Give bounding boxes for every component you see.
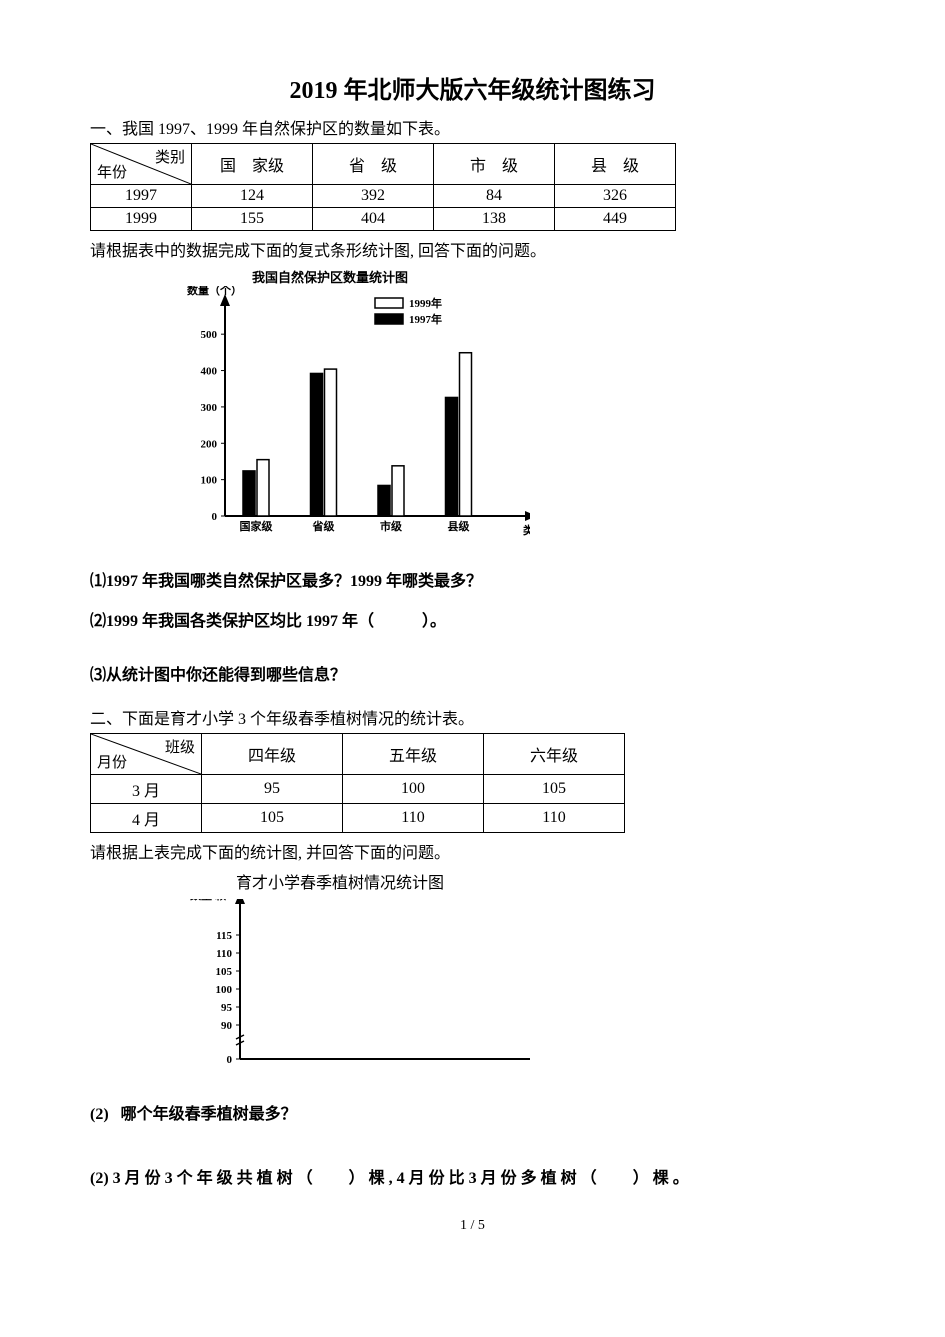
row-header: 1997 xyxy=(91,185,192,208)
cell: 404 xyxy=(313,208,434,231)
row-header: 4 月 xyxy=(91,804,202,833)
svg-text:1999年: 1999年 xyxy=(409,296,442,310)
q1-2-pre: ⑵1999 年我国各类保护区均比 1997 年（ xyxy=(90,613,374,630)
page: 2019 年北师大版六年级统计图练习 一、我国 1997、1999 年自然保护区… xyxy=(0,0,945,1274)
svg-text:115: 115 xyxy=(216,930,232,942)
section1-heading: 一、我国 1997、1999 年自然保护区的数量如下表。 xyxy=(90,115,855,139)
q2-1-num: (2) xyxy=(90,1106,109,1123)
cell: 105 xyxy=(202,804,343,833)
section2-instruction: 请根据上表完成下面的统计图, 并回答下面的问题。 xyxy=(90,839,855,863)
q2-1: (2) 哪个年级春季植树最多？ xyxy=(90,1100,855,1124)
section2-heading: 二、下面是育才小学 3 个年级春季植树情况的统计表。 xyxy=(90,705,855,729)
svg-text:类别: 类别 xyxy=(523,523,530,537)
q1-1: ⑴1997 年我国哪类自然保护区最多？1999 年哪类最多？ xyxy=(90,567,855,591)
cell: 110 xyxy=(343,804,484,833)
svg-text:县级: 县级 xyxy=(448,519,471,533)
q2-2-pre: (2) 3 月 份 3 个 年 级 共 植 树 （ xyxy=(90,1170,313,1187)
row-header: 3 月 xyxy=(91,775,202,804)
svg-text:数量（个）: 数量（个） xyxy=(187,286,242,297)
svg-text:110: 110 xyxy=(216,948,232,960)
col-header: 省 级 xyxy=(313,144,434,185)
svg-text:200: 200 xyxy=(201,438,218,450)
q2-2-post: ） 棵 。 xyxy=(633,1170,689,1187)
cell: 449 xyxy=(555,208,676,231)
chart1: 我国自然保护区数量统计图 0100200300400500数量（个）类别1999… xyxy=(170,267,855,551)
cell: 392 xyxy=(313,185,434,208)
table-corner: 类别年份 xyxy=(91,144,192,185)
q1-2-post: ）。 xyxy=(422,613,446,630)
q2-2: (2) 3 月 份 3 个 年 级 共 植 树 （ ） 棵 , 4 月 份 比 … xyxy=(90,1164,855,1188)
col-header: 五年级 xyxy=(343,734,484,775)
table2: 班级月份四年级五年级六年级3 月951001054 月105110110 xyxy=(90,733,625,833)
svg-text:100: 100 xyxy=(216,984,233,996)
svg-text:105: 105 xyxy=(216,966,233,978)
q2-1-text: 哪个年级春季植树最多？ xyxy=(121,1106,297,1123)
svg-text:400: 400 xyxy=(201,366,218,378)
cell: 326 xyxy=(555,185,676,208)
svg-text:90: 90 xyxy=(221,1020,233,1032)
svg-text:500: 500 xyxy=(201,329,218,341)
svg-text:0: 0 xyxy=(212,511,218,523)
section1-instruction: 请根据表中的数据完成下面的复式条形统计图, 回答下面的问题。 xyxy=(90,237,855,261)
cell: 105 xyxy=(484,775,625,804)
col-header: 国 家级 xyxy=(192,144,313,185)
q2-2-mid: ） 棵 , 4 月 份 比 3 月 份 多 植 树 （ xyxy=(349,1170,597,1187)
cell: 100 xyxy=(343,775,484,804)
q1-2: ⑵1999 年我国各类保护区均比 1997 年（ ）。 xyxy=(90,607,855,631)
col-header: 市 级 xyxy=(434,144,555,185)
svg-text:0: 0 xyxy=(227,1054,233,1066)
svg-text:1997年: 1997年 xyxy=(409,312,442,326)
row-header: 1999 xyxy=(91,208,192,231)
chart2-svg: 数量/颗年级09095100105110115 xyxy=(170,899,530,1079)
svg-text:300: 300 xyxy=(201,402,218,414)
q1-3: ⑶从统计图中你还能得到哪些信息？ xyxy=(90,661,855,685)
page-footer: 1 / 5 xyxy=(90,1218,855,1234)
chart2-title: 育才小学春季植树情况统计图 xyxy=(90,869,590,893)
chart2: 数量/颗年级09095100105110115 xyxy=(170,899,855,1084)
table1: 类别年份国 家级省 级市 级县 级19971243928432619991554… xyxy=(90,143,676,231)
col-header: 六年级 xyxy=(484,734,625,775)
page-title: 2019 年北师大版六年级统计图练习 xyxy=(90,70,855,105)
cell: 124 xyxy=(192,185,313,208)
cell: 95 xyxy=(202,775,343,804)
svg-text:100: 100 xyxy=(201,475,218,487)
svg-text:数量/颗: 数量/颗 xyxy=(190,899,226,902)
svg-text:国家级: 国家级 xyxy=(240,519,274,533)
col-header: 县 级 xyxy=(555,144,676,185)
cell: 138 xyxy=(434,208,555,231)
table-corner: 班级月份 xyxy=(91,734,202,775)
col-header: 四年级 xyxy=(202,734,343,775)
cell: 155 xyxy=(192,208,313,231)
cell: 84 xyxy=(434,185,555,208)
cell: 110 xyxy=(484,804,625,833)
chart1-svg: 0 100 200 300 400 500 数量（个） 类别 1999年 1997年国家级 省级 市级… xyxy=(170,286,530,546)
svg-text:省级: 省级 xyxy=(312,519,336,533)
svg-text:95: 95 xyxy=(221,1002,233,1014)
svg-text:市级: 市级 xyxy=(380,519,403,533)
chart1-title: 我国自然保护区数量统计图 xyxy=(150,267,510,286)
